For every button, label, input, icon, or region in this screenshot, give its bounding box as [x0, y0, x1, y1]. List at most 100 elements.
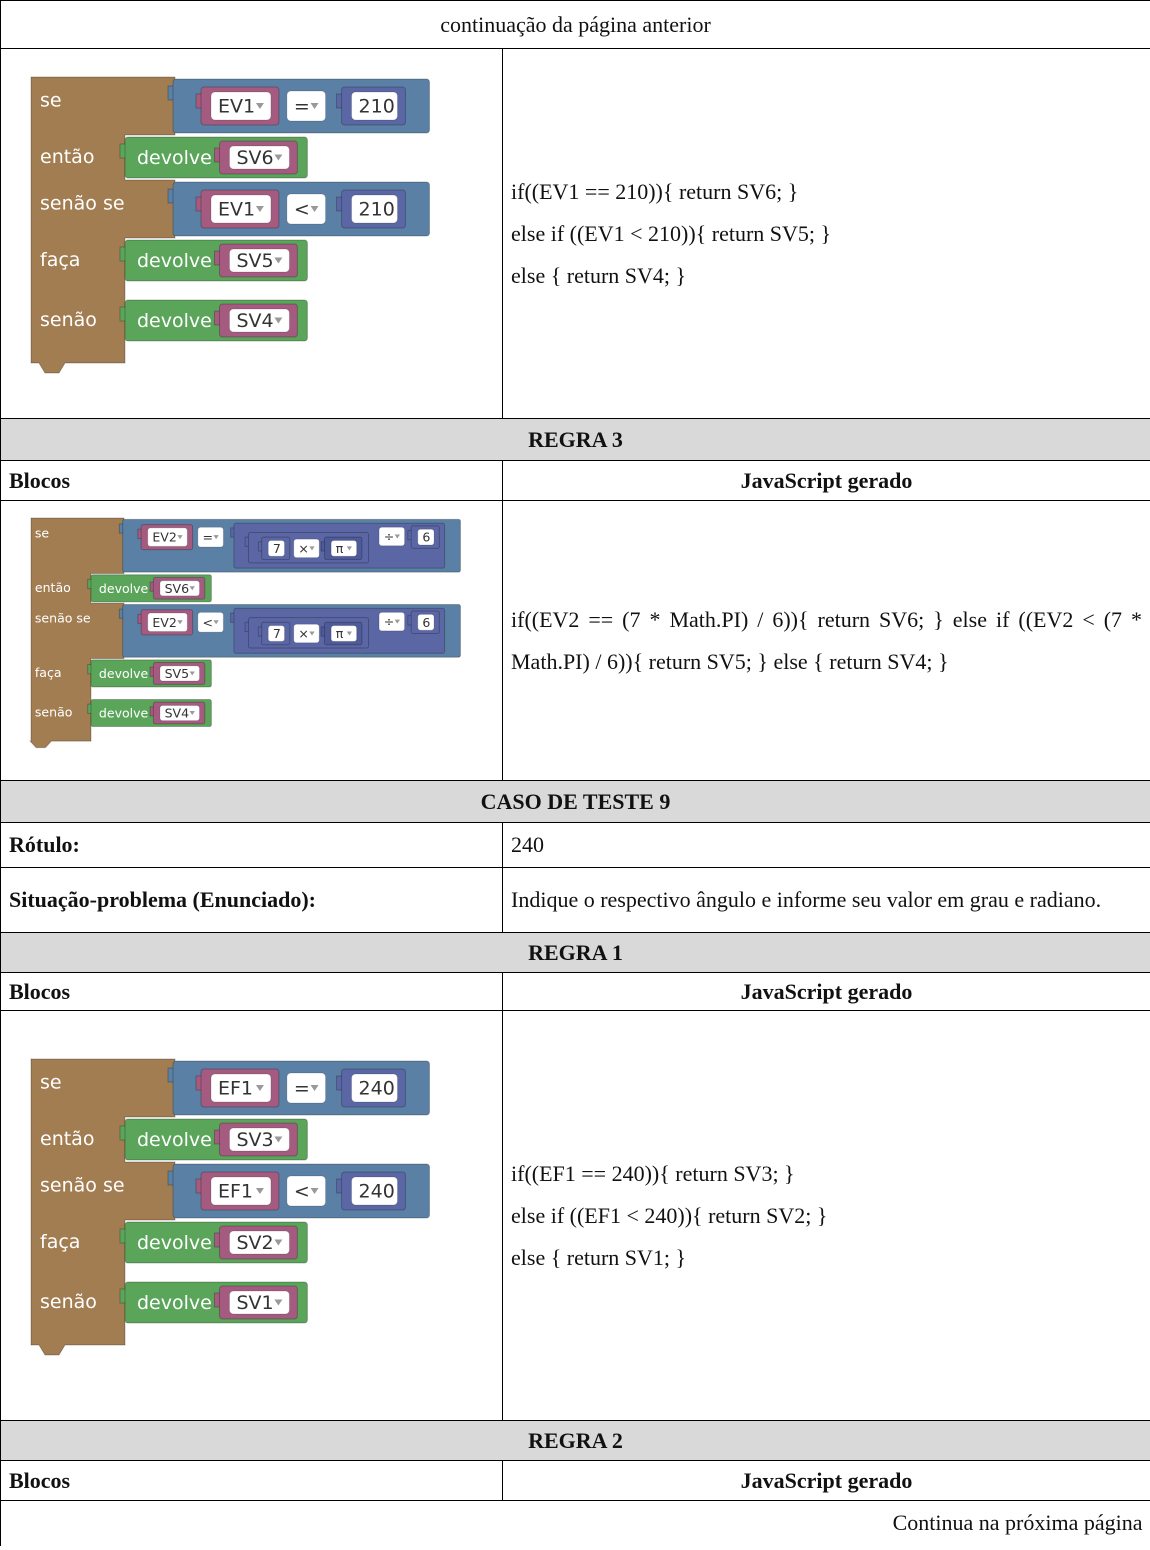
- table-row: Blocos JavaScript gerado: [0, 460, 1150, 501]
- table-row: CASO DE TESTE 9: [0, 780, 1150, 823]
- block-label: se: [35, 525, 50, 540]
- field-text: ×: [298, 541, 309, 556]
- block-label: se: [40, 1071, 62, 1093]
- block-label: senão se: [35, 610, 91, 625]
- return-label: devolve: [137, 147, 212, 169]
- field-label: Situação-problema (Enunciado):: [0, 867, 503, 933]
- field-text: ÷: [384, 614, 395, 629]
- field-text: SV6: [236, 147, 273, 169]
- section-header: CASO DE TESTE 9: [0, 780, 1150, 823]
- field-box: [159, 704, 201, 722]
- dropdown-arrow: [310, 1187, 319, 1194]
- blocks-cell: se EV1 = 210 então devolve SV6 senão se EV1 <210 f…: [0, 48, 503, 419]
- blockly-blocks: se EV2 = 7 × π ÷ 6 então devolve SV6 senão se EV2 <7 ×…: [29, 517, 461, 749]
- dropdown-arrow: [310, 205, 319, 212]
- code-line: if((EF1 == 240)){ return SV3; }: [511, 1160, 795, 1186]
- dropdown-arrow: [255, 1187, 264, 1194]
- field-text: π: [336, 626, 344, 641]
- block-label: então: [35, 580, 71, 595]
- field-box: [378, 526, 406, 547]
- return-label: devolve: [137, 1292, 212, 1314]
- block-label: senão se: [40, 192, 125, 214]
- field-box: [351, 91, 398, 120]
- table-row: Blocos JavaScript gerado: [0, 972, 1150, 1011]
- dropdown-arrow: [177, 620, 183, 625]
- table-row: se EV1 = 210 então devolve SV6 senão se EV1 <210 f…: [0, 48, 1150, 419]
- field-box: [210, 194, 272, 223]
- field-box: [286, 1072, 327, 1103]
- dropdown-arrow: [310, 1084, 319, 1091]
- code-line: if((EV2 == (7 * Math.PI) / 6)){ return S…: [511, 606, 1143, 674]
- dropdown-arrow: [274, 1136, 283, 1142]
- dropdown-arrow: [189, 586, 195, 591]
- blockly-blocks: se EV1 = 210 então devolve SV6 senão se EV1 <210 f…: [30, 76, 430, 373]
- field-box: [228, 1230, 290, 1254]
- field-box: [147, 612, 188, 633]
- field-text: SV5: [236, 250, 273, 272]
- section-header: REGRA 2: [0, 1420, 1150, 1461]
- return-label: devolve: [137, 310, 212, 332]
- blocks-cell: se EV2 = 7 × π ÷ 6 então devolve SV6 senão se EV2 <7 ×…: [0, 500, 503, 781]
- field-text: <: [202, 615, 213, 630]
- field-text: EF1: [218, 1077, 253, 1099]
- field-box: [228, 248, 290, 272]
- field-box: [228, 1127, 290, 1151]
- dropdown-arrow: [274, 257, 283, 263]
- field-box: [378, 611, 406, 632]
- field-box: [351, 194, 398, 223]
- field-text: SV1: [236, 1292, 273, 1314]
- field-box: [228, 1290, 290, 1314]
- field-box: [210, 1176, 272, 1205]
- table-row: se EV2 = 7 × π ÷ 6 então devolve SV6 senão se EV2 <7 ×…: [0, 500, 1150, 781]
- field-box: [228, 308, 290, 332]
- field-text: EV1: [218, 198, 255, 220]
- dropdown-arrow: [309, 546, 315, 551]
- field-text: 240: [359, 1180, 395, 1202]
- field-text: π: [336, 541, 344, 556]
- field-value: 240: [501, 822, 1150, 868]
- dropdown-arrow: [274, 154, 283, 160]
- field-text: 6: [422, 615, 430, 630]
- dropdown-arrow: [255, 205, 264, 212]
- code-cell: if((EV1 == 210)){ return SV6; } else if (…: [501, 48, 1150, 419]
- block-label: faça: [40, 1231, 80, 1253]
- code-cell: if((EV2 == (7 * Math.PI) / 6)){ return S…: [501, 500, 1150, 781]
- dropdown-arrow: [346, 631, 353, 636]
- field-text: =: [294, 95, 310, 117]
- field-text: =: [202, 530, 213, 545]
- dropdown-arrow: [213, 535, 219, 540]
- if-block: [30, 76, 176, 373]
- dropdown-arrow: [255, 102, 264, 109]
- field-value: Indique o respectivo ângulo e informe se…: [501, 867, 1150, 933]
- field-box: [417, 613, 435, 631]
- column-header: JavaScript gerado: [501, 972, 1150, 1011]
- field-box: [286, 193, 327, 224]
- if-block: [29, 517, 125, 749]
- blocks-cell: se EF1 = 240 então devolve SV3 senão se EF1 <240 f…: [0, 1010, 503, 1421]
- dropdown-arrow: [189, 671, 195, 676]
- return-label: devolve: [137, 250, 212, 272]
- section-header: REGRA 1: [0, 932, 1150, 973]
- column-header: Blocos: [0, 972, 503, 1011]
- field-text: 240: [359, 1077, 395, 1099]
- field-text: EV1: [218, 95, 255, 117]
- field-box: [351, 1073, 398, 1102]
- return-label: devolve: [99, 581, 149, 596]
- block-label: senão: [40, 309, 97, 331]
- code-line: else { return SV4; }: [511, 262, 687, 288]
- column-header: Blocos: [0, 1460, 503, 1501]
- field-text: 6: [422, 530, 430, 545]
- dropdown-arrow: [274, 317, 283, 323]
- field-label: Rótulo:: [0, 822, 503, 868]
- dropdown-arrow: [274, 1239, 283, 1245]
- block-label: senão: [40, 1291, 97, 1313]
- field-text: SV2: [236, 1232, 273, 1254]
- caption-cell: continuação da página anterior: [0, 0, 1150, 49]
- field-text: 7: [273, 626, 281, 641]
- field-box: [267, 625, 286, 642]
- table-row: Continua na próxima página: [0, 1500, 1150, 1546]
- field-text: ÷: [384, 529, 395, 544]
- field-box: [197, 526, 224, 548]
